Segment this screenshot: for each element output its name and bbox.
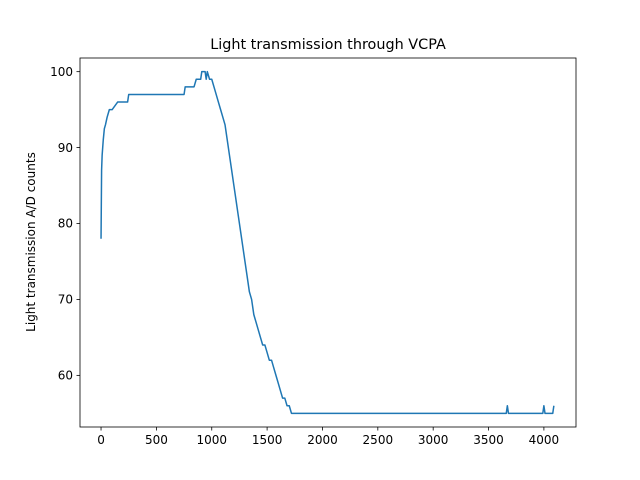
axes-border (79, 57, 577, 428)
plot-area (100, 70, 555, 415)
x-tick-label: 2500 (363, 433, 394, 447)
x-tick-label: 4000 (529, 433, 560, 447)
axes-frame (79, 57, 577, 428)
x-tick-label: 3000 (418, 433, 449, 447)
x-tick-label: 1000 (196, 433, 227, 447)
x-tick-label: 3500 (473, 433, 504, 447)
y-tick-label: 70 (58, 293, 73, 307)
y-tick-label: 90 (58, 141, 73, 155)
y-tick-label: 80 (58, 217, 73, 231)
series-line-0 (100, 70, 555, 415)
chart-title: Light transmission through VCPA (210, 37, 446, 53)
axis-ticks: 0 500 1000 1500 2000 2500 3000 3500 4000 60 70 80 90… (50, 65, 559, 447)
x-tick-label: 2000 (307, 433, 338, 447)
x-tick-label: 0 (97, 433, 105, 447)
y-tick-label: 100 (50, 65, 73, 79)
y-tick-label: 60 (58, 369, 73, 383)
y-axis-label: Light transmission A/D counts (24, 152, 38, 332)
x-tick-label: 500 (145, 433, 168, 447)
x-tick-label: 1500 (252, 433, 283, 447)
